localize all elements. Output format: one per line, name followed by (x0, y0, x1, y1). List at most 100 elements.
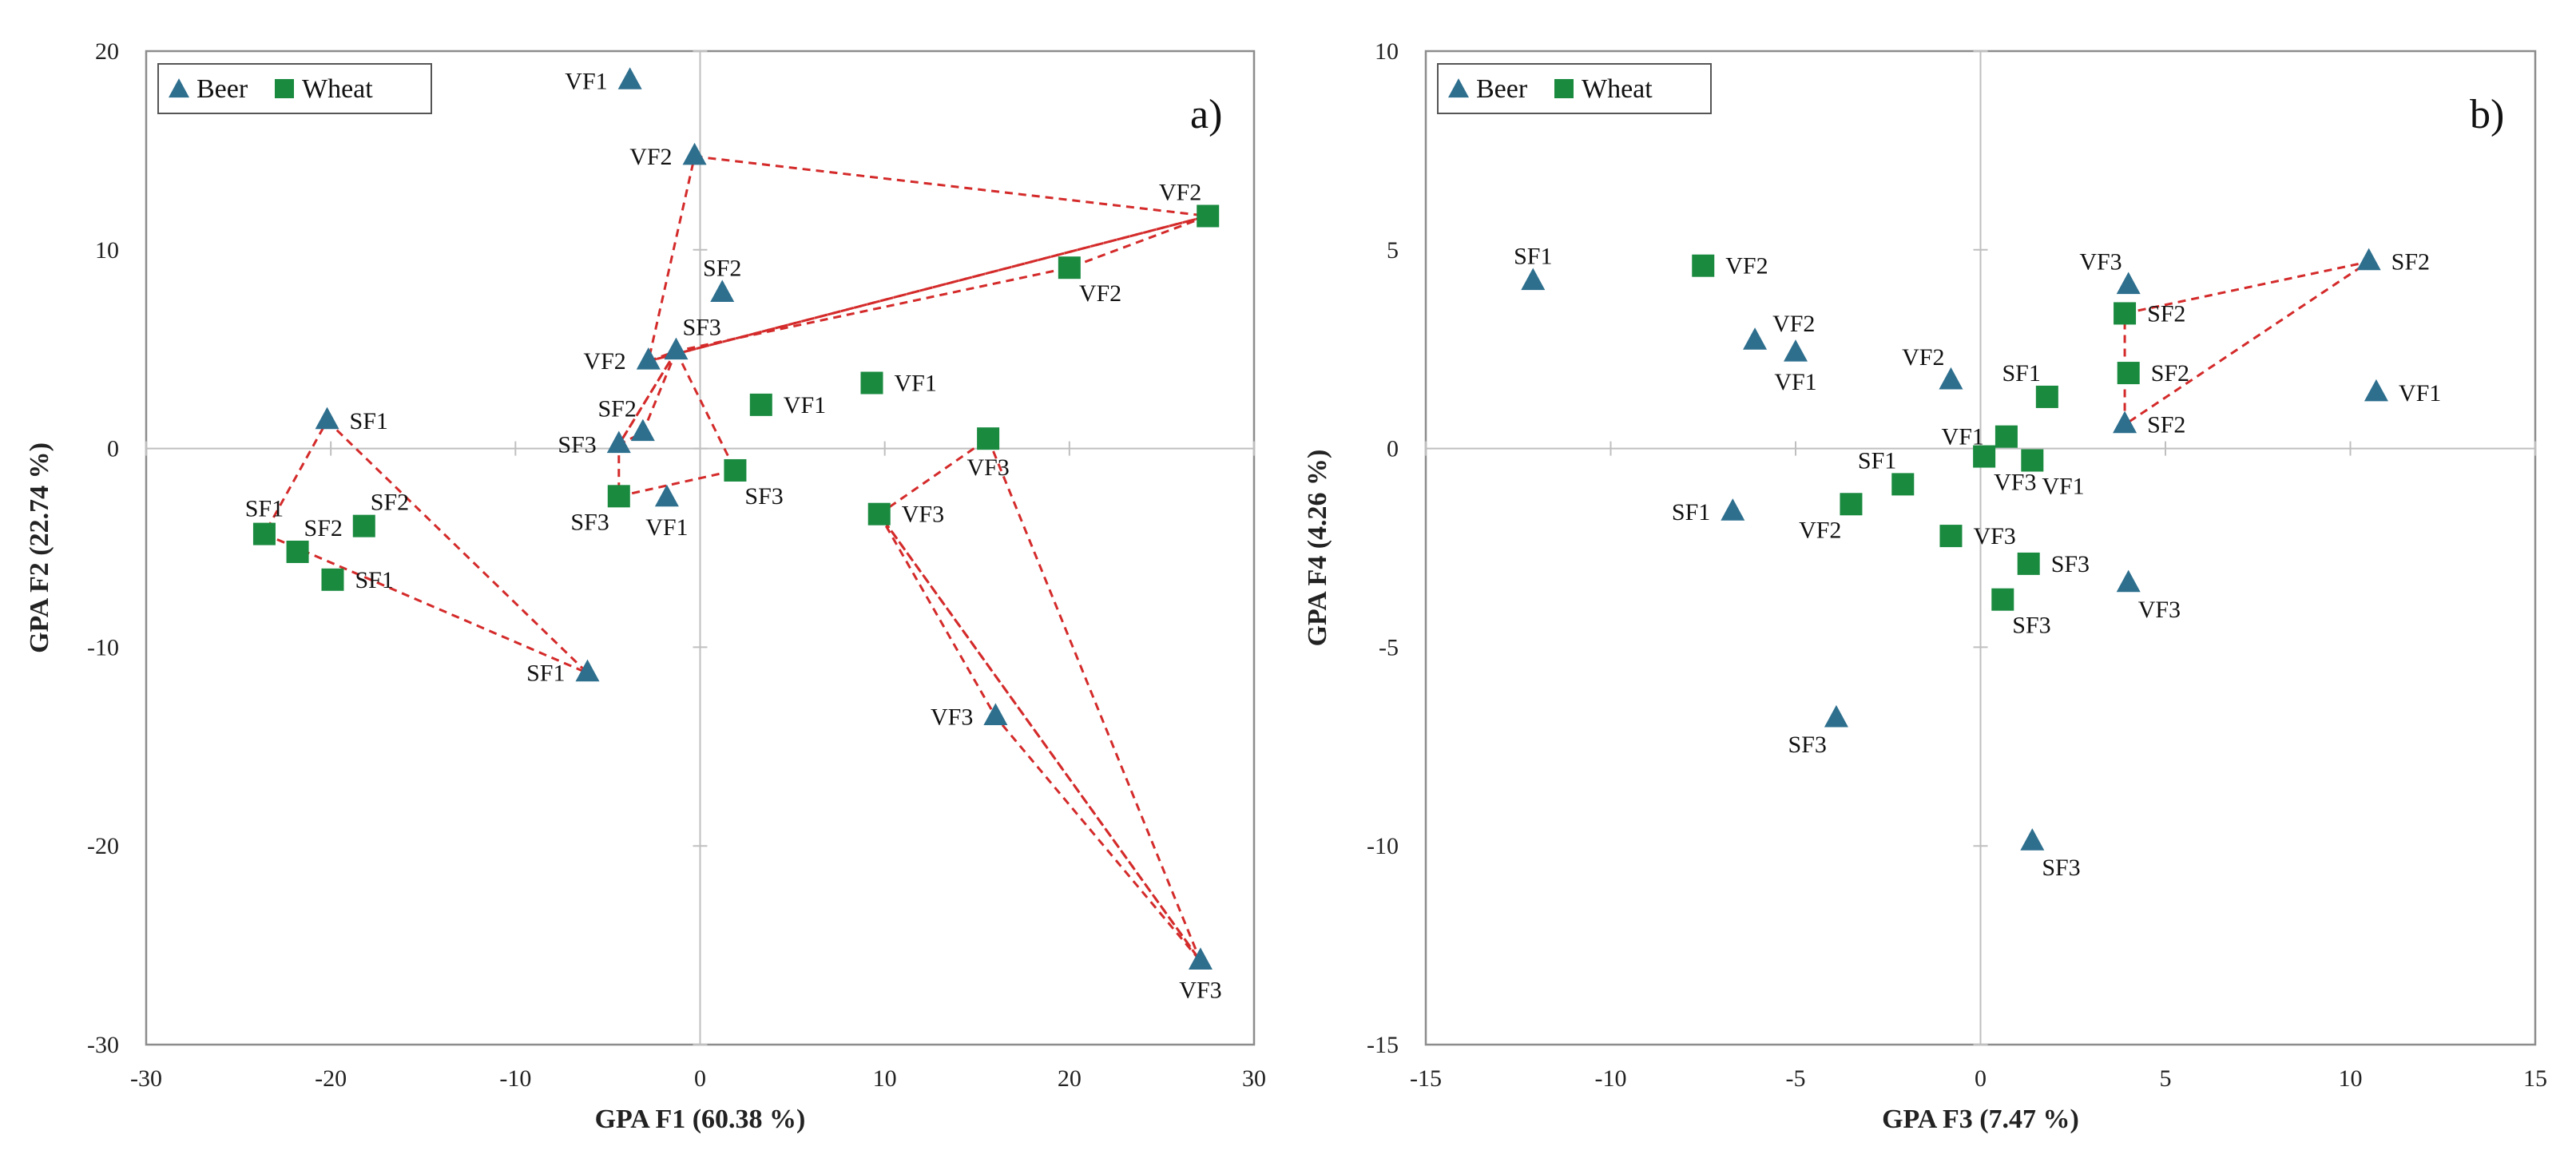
beer-point-sf1 (1721, 498, 1745, 521)
y-tick-label: 5 (1387, 237, 1399, 264)
point-label: VF3 (1994, 470, 2036, 496)
wheat-point-vf1 (1995, 425, 2018, 448)
point-label: VF2 (1799, 517, 1841, 543)
beer-point-sf1 (575, 659, 600, 682)
x-tick-label: -10 (499, 1065, 531, 1092)
point-label: SF3 (1788, 732, 1827, 758)
y-tick-label: -30 (87, 1032, 119, 1058)
legend-label: Wheat (1582, 74, 1653, 104)
beer-point-vf1 (617, 67, 642, 89)
point-label: VF2 (629, 144, 672, 170)
x-tick-label: 10 (873, 1065, 897, 1092)
x-tick-label: -5 (1786, 1065, 1806, 1092)
beer-point-sf2 (2356, 248, 2381, 271)
point-label: VF1 (565, 68, 607, 94)
wheat-point-vf2 (1692, 254, 1715, 277)
point-label: SF1 (1858, 447, 1896, 474)
sample-hull-line (646, 155, 1209, 363)
legend: Beer Wheat (157, 63, 432, 114)
x-tick-label: 0 (694, 1065, 706, 1092)
wheat-point-sf2 (286, 540, 309, 563)
beer-point-sf2 (710, 280, 735, 303)
legend: Beer Wheat (1437, 63, 1712, 114)
panel-label: b) (2470, 92, 2504, 137)
point-label: SF3 (744, 483, 783, 510)
x-axis-title: GPA F3 (7.47 %) (1882, 1105, 2079, 1134)
wheat-point-vf3 (1973, 445, 1996, 468)
wheat-point-vf2 (1197, 204, 1220, 228)
point-label: VF3 (1973, 523, 2015, 549)
beer-point-vf1 (1784, 339, 1808, 362)
y-axis-title: GPA F2 (22.74 %) (25, 442, 54, 653)
beer-point-vf2 (1939, 367, 1963, 390)
beer-point-sf1 (315, 407, 339, 430)
y-tick-label: 20 (95, 38, 119, 65)
sample-hull-line (648, 215, 1209, 363)
point-label: SF3 (2051, 551, 2090, 577)
legend-wheat-icon (1554, 79, 1574, 98)
x-tick-label: 20 (1058, 1065, 1082, 1092)
legend-box (1437, 63, 1712, 114)
legend-wheat-icon (275, 79, 294, 98)
wheat-point-sf3 (607, 485, 630, 508)
point-label: SF3 (570, 509, 609, 535)
point-label: SF2 (2147, 300, 2185, 327)
point-label: SF3 (2012, 613, 2050, 639)
wheat-point-sf1 (2035, 385, 2058, 408)
beer-point-vf2 (1743, 327, 1768, 350)
point-label: VF3 (1179, 978, 1221, 1004)
beer-point-sf3 (606, 430, 631, 454)
x-tick-label: -15 (1410, 1065, 1442, 1092)
point-label: VF2 (1902, 344, 1944, 371)
y-tick-label: 0 (107, 436, 119, 462)
point-label: VF1 (1774, 369, 1816, 395)
x-tick-label: 5 (2160, 1065, 2172, 1092)
wheat-point-vf3 (1939, 525, 1963, 548)
y-tick-label: 10 (95, 237, 119, 264)
beer-point-sf3 (1824, 704, 1848, 728)
x-tick-label: 0 (1975, 1065, 1987, 1092)
point-label: VF1 (645, 514, 688, 541)
beer-point-vf2 (682, 142, 707, 165)
x-tick-label: -10 (1595, 1065, 1627, 1092)
x-tick-label: 30 (1242, 1065, 1266, 1092)
point-label: VF3 (931, 704, 973, 730)
wheat-point-sf1 (1891, 473, 1915, 496)
beer-point-sf3 (2020, 828, 2045, 851)
point-label: VF2 (1159, 180, 1201, 206)
y-tick-label: -5 (1379, 634, 1399, 660)
beer-point-vf1 (654, 484, 679, 507)
point-label: SF1 (2002, 360, 2040, 387)
wheat-point-sf2 (352, 514, 375, 537)
legend-label: Beer (196, 74, 248, 104)
sample-hull-line (878, 513, 1202, 962)
wheat-point-sf3 (1991, 588, 2014, 611)
point-label: SF3 (682, 315, 720, 341)
beer-point-sf1 (1521, 268, 1546, 291)
point-label: SF1 (245, 496, 284, 522)
beer-point-vf3 (2116, 272, 2141, 295)
wheat-point-sf2 (2114, 302, 2137, 325)
beer-point-vf3 (1188, 947, 1213, 970)
point-label: VF1 (2042, 474, 2084, 500)
point-label: VF2 (1772, 311, 1815, 337)
sample-hull-line (617, 348, 737, 498)
wheat-point-vf1 (860, 371, 883, 395)
point-label: SF2 (597, 396, 636, 422)
point-label: SF2 (2391, 249, 2430, 276)
y-axis-title: GPA F4 (4.26 %) (1303, 450, 1332, 647)
y-tick-label: 10 (1375, 38, 1399, 65)
beer-point-vf2 (636, 347, 661, 370)
y-tick-label: -10 (1367, 833, 1399, 859)
beer-point-sf2 (630, 418, 655, 442)
point-label: VF2 (1725, 253, 1768, 280)
point-label: SF3 (558, 432, 596, 458)
point-label: VF3 (966, 454, 1009, 481)
y-tick-label: -20 (87, 833, 119, 859)
x-tick-label: 15 (2523, 1065, 2547, 1092)
beer-point-vf3 (2116, 569, 2141, 593)
wheat-point-vf1 (749, 393, 772, 416)
sample-hull-line (262, 418, 589, 675)
point-label: VF1 (784, 392, 826, 418)
